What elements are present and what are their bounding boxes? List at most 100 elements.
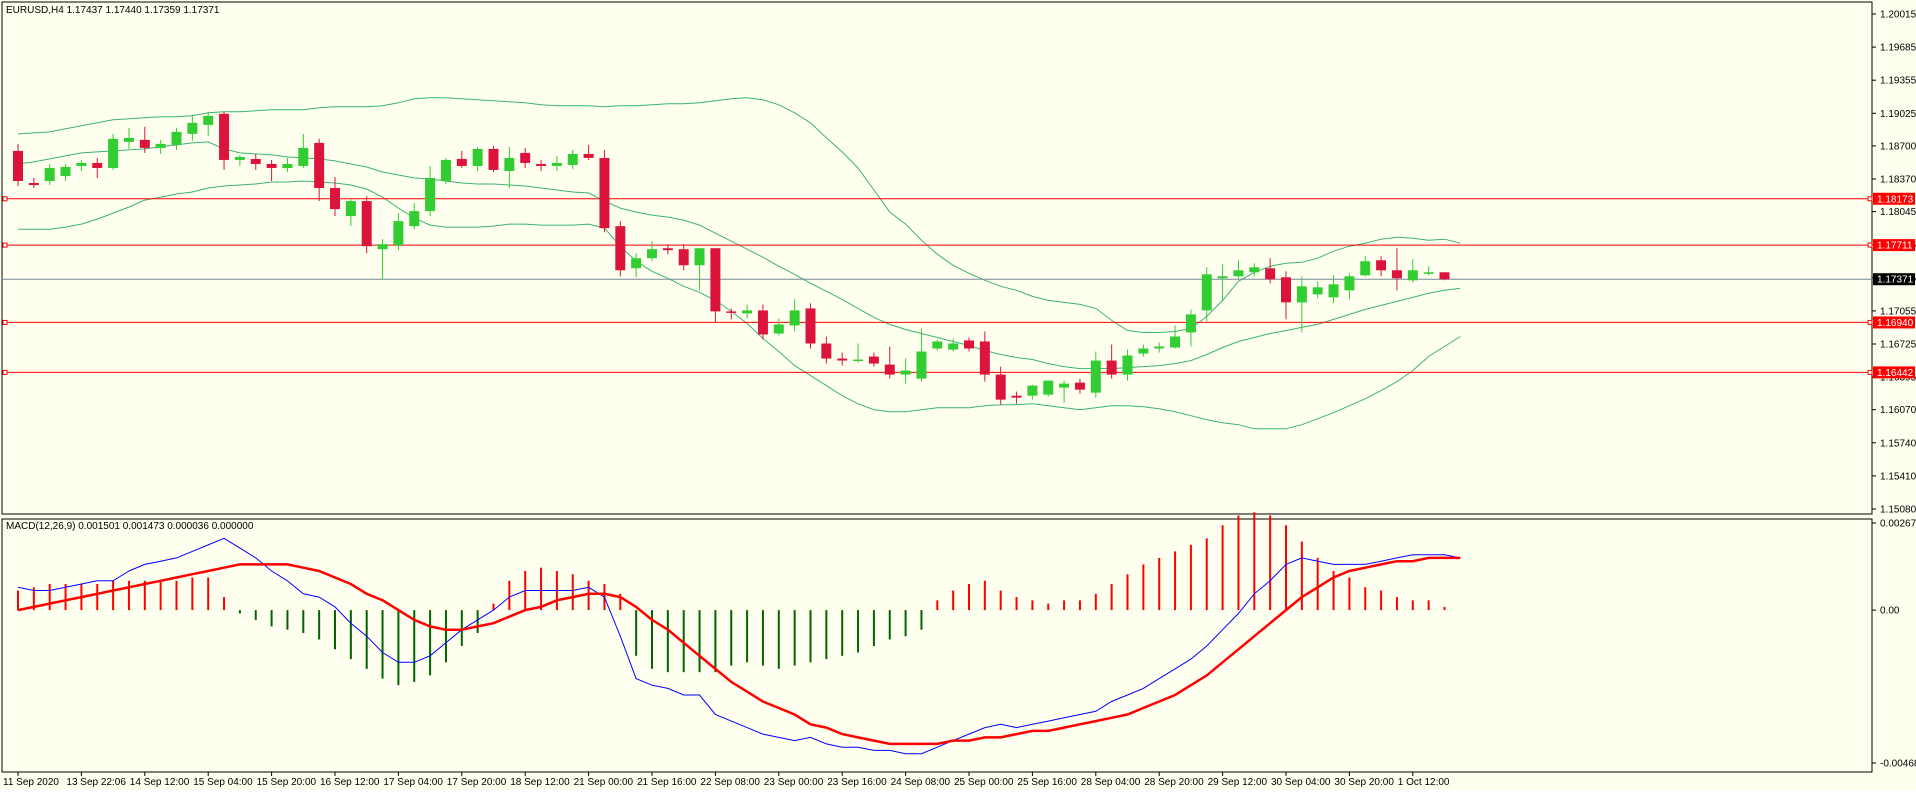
level-price-tag-label: 1.16442 xyxy=(1877,368,1914,379)
candle-bull xyxy=(345,201,356,217)
candle-bull xyxy=(377,244,388,250)
candle-bear xyxy=(488,148,499,170)
candle-bull xyxy=(773,324,784,334)
time-axis-label: 30 Sep 20:00 xyxy=(1334,777,1394,788)
price-axis-label: 1.19355 xyxy=(1880,76,1916,87)
price-panel[interactable]: 1.20015 1.19685 1.19355 1.19025 1.18700 1.183… xyxy=(1,1,1916,516)
time-axis-label: 16 Sep 12:00 xyxy=(320,777,380,788)
time-axis-label: 11 Sep 2020 xyxy=(3,777,59,788)
candle-bull xyxy=(631,258,642,269)
candle-bear xyxy=(868,356,879,364)
level-price-tag xyxy=(1873,316,1915,329)
candle-bear xyxy=(964,340,974,349)
price-axis-label: 1.15080 xyxy=(1880,505,1916,516)
time-axis-label: 22 Sep 08:00 xyxy=(700,777,760,788)
candle-bull xyxy=(393,221,404,246)
candle-bear xyxy=(1281,277,1291,303)
time-axis-label: 13 Sep 22:06 xyxy=(66,777,126,788)
macd-panel-frame xyxy=(1,518,1873,773)
candle-bull xyxy=(1296,286,1307,303)
time-axis-label: 17 Sep 20:00 xyxy=(447,777,507,788)
level-line-handle xyxy=(2,319,8,325)
candle-bear xyxy=(1074,382,1085,390)
candle-bull xyxy=(504,157,515,171)
level-price-tag xyxy=(1873,239,1915,252)
candle-bull xyxy=(234,156,245,160)
candle-bear xyxy=(1391,270,1402,279)
time-axis-label: 28 Sep 20:00 xyxy=(1144,777,1204,788)
candle-bear xyxy=(250,158,261,164)
time-axis-label: 29 Sep 12:00 xyxy=(1208,777,1268,788)
candle-bear xyxy=(615,226,626,271)
candle-bull xyxy=(171,131,182,145)
candle-bull xyxy=(108,138,119,168)
candle-bull xyxy=(1233,270,1244,277)
price-axis-label: 1.16070 xyxy=(1880,405,1916,416)
level-price-tag-label: 1.16940 xyxy=(1877,318,1914,329)
candle-bear xyxy=(1011,395,1022,398)
candle-bull xyxy=(1344,276,1355,291)
macd-main-line xyxy=(17,537,1461,755)
time-axis: 11 Sep 2020 13 Sep 22:06 14 Sep 12:00 15 Se… xyxy=(3,772,1450,788)
candle-bear xyxy=(456,158,467,166)
price-axis-label: 1.19025 xyxy=(1880,109,1916,120)
bollinger-band-lower xyxy=(18,180,1461,430)
candle-bear xyxy=(266,163,277,168)
candle-bull xyxy=(932,341,943,349)
level-line-handle xyxy=(2,242,8,248)
candle-bull xyxy=(853,359,864,362)
candle-bull xyxy=(694,248,705,266)
time-axis-label: 28 Sep 04:00 xyxy=(1081,777,1141,788)
candle-bull xyxy=(282,163,293,168)
candle-bull xyxy=(1407,270,1418,281)
candle-bull xyxy=(551,162,562,166)
candle-bull xyxy=(1138,348,1149,354)
time-axis-label: 14 Sep 12:00 xyxy=(130,777,190,788)
macd-axis-label: -0.004685 xyxy=(1880,759,1916,770)
current-price-tag xyxy=(1873,273,1915,286)
candle-bull xyxy=(1185,314,1196,333)
price-axis-label: 1.18045 xyxy=(1880,207,1916,218)
candle-bull xyxy=(916,351,927,379)
time-axis-label: 15 Sep 20:00 xyxy=(257,777,317,788)
candle-bear xyxy=(979,341,990,375)
candle-bear xyxy=(662,248,673,251)
macd-axis-label: 0.00 xyxy=(1880,606,1900,617)
bollinger-band-upper xyxy=(17,97,1461,333)
candle-bull xyxy=(1423,272,1434,274)
candle-bull xyxy=(900,370,911,375)
candle-bull xyxy=(1154,346,1165,349)
candle-bull xyxy=(60,166,71,176)
price-axis-label: 1.15410 xyxy=(1880,471,1916,482)
candle-bull xyxy=(1043,380,1054,395)
candle-bear xyxy=(678,249,689,266)
candle-bear xyxy=(805,308,816,344)
candle-bear xyxy=(330,188,340,210)
candle-bull xyxy=(1090,360,1101,393)
macd-signal-line xyxy=(17,556,1461,746)
level-line-handle xyxy=(1867,242,1873,248)
candle-bull xyxy=(440,159,451,182)
symbol-header: EURUSD,H4 1.17437 1.17440 1.17359 1.1737… xyxy=(6,5,220,16)
level-line-handle xyxy=(2,196,8,202)
candle-bull xyxy=(155,143,166,148)
candle-bear xyxy=(884,364,895,375)
level-price-tag xyxy=(1873,366,1915,379)
time-axis-label: 15 Sep 04:00 xyxy=(193,777,253,788)
candle-bear xyxy=(995,374,1006,400)
candle-bull xyxy=(123,137,134,142)
candle-bull xyxy=(1328,284,1339,298)
time-axis-label: 25 Sep 00:00 xyxy=(954,777,1014,788)
candle-bear xyxy=(757,310,768,335)
level-line-handle xyxy=(1867,196,1873,202)
macd-panel[interactable]: 0.00267 0.00 -0.004685 xyxy=(1,512,1916,773)
price-axis-label: 1.20015 xyxy=(1880,10,1916,21)
candle-bear xyxy=(837,358,848,361)
candle-bull xyxy=(789,310,800,326)
price-axis-label: 1.17055 xyxy=(1880,306,1916,317)
time-axis-label: 25 Sep 16:00 xyxy=(1017,777,1077,788)
candle-bull xyxy=(1027,385,1038,396)
level-line-handle xyxy=(2,369,8,375)
